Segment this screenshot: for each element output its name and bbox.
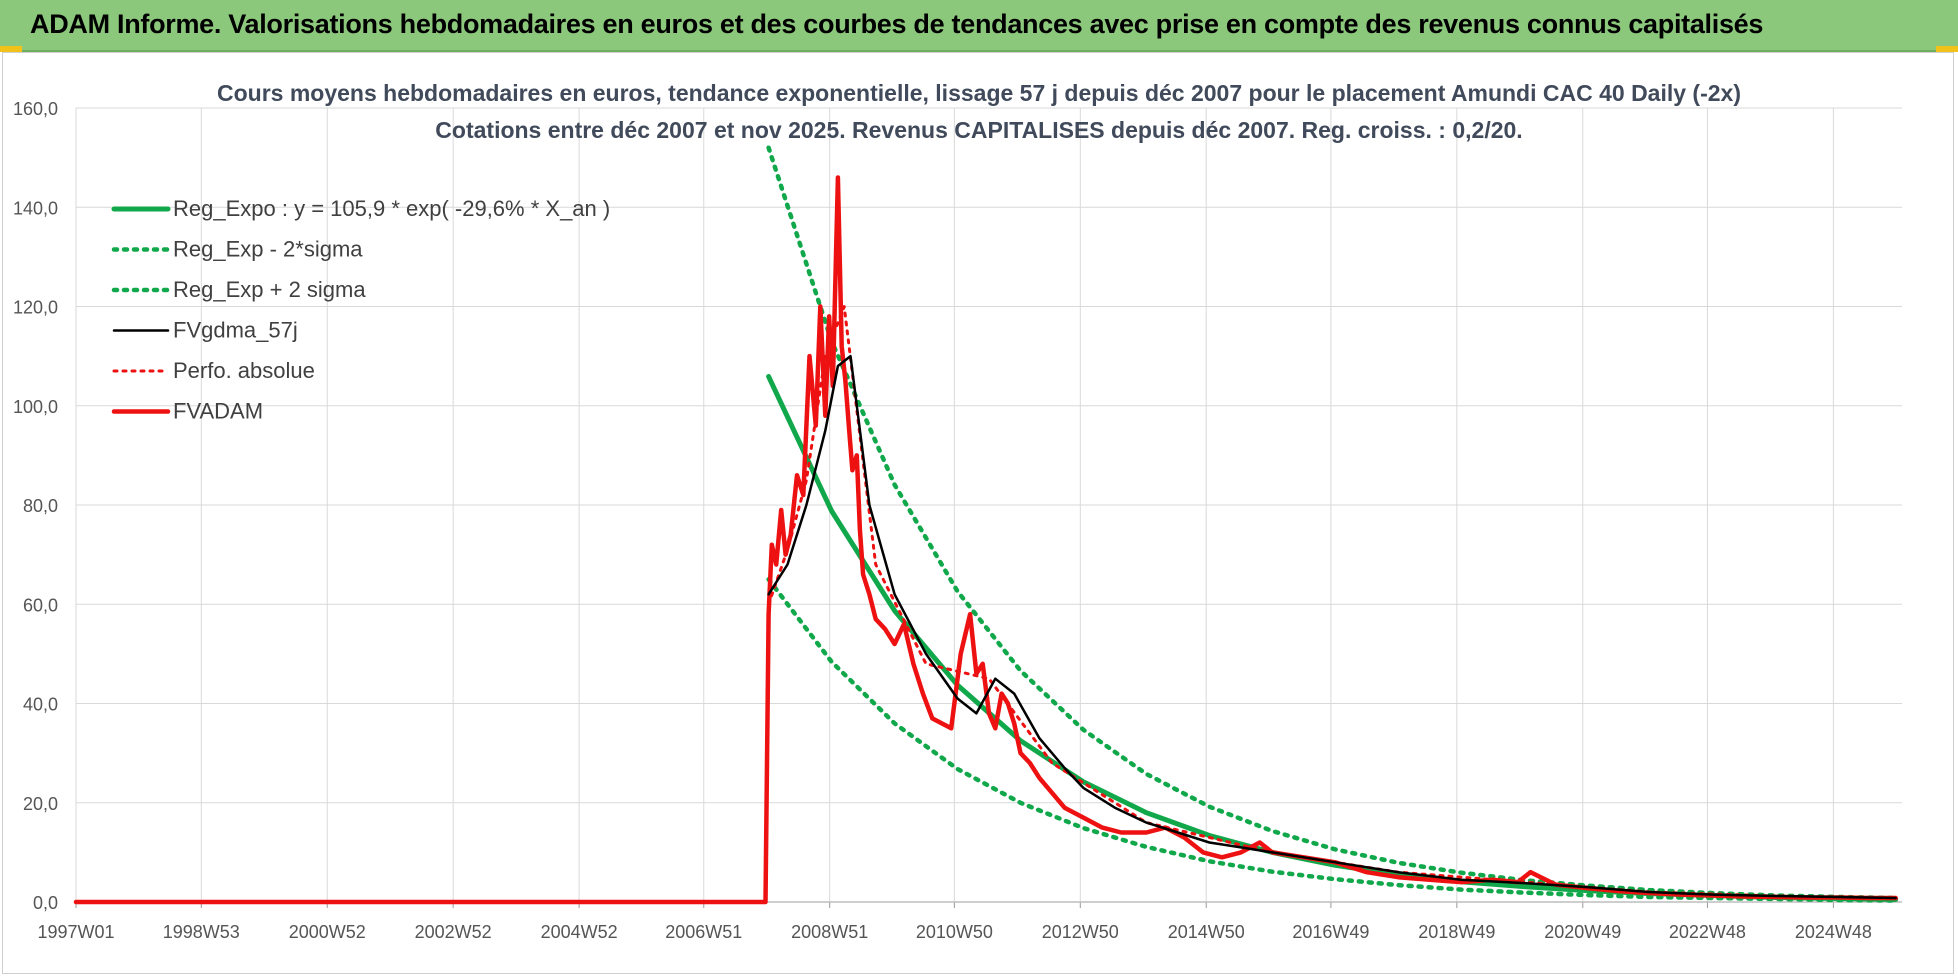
x-tick-label: 2018W49 — [1418, 922, 1495, 942]
series-lines — [73, 145, 1899, 905]
legend-label: Reg_Exp + 2 sigma — [173, 277, 366, 302]
y-tick-label: 0,0 — [33, 893, 58, 913]
legend-label: Reg_Expo : y = 105,9 * exp( -29,6% * X_a… — [173, 196, 610, 221]
x-tick-label: 2016W49 — [1292, 922, 1369, 942]
legend-label: Perfo. absolue — [173, 358, 315, 383]
series-line-1 — [766, 577, 1898, 903]
corner-mark-right — [1936, 46, 1958, 52]
legend: Reg_Expo : y = 105,9 * exp( -29,6% * X_a… — [111, 196, 610, 424]
y-tick-label: 100,0 — [13, 397, 58, 417]
y-tick-label: 140,0 — [13, 198, 58, 218]
series-line-4 — [767, 305, 1898, 900]
x-tick-label: 2010W50 — [916, 922, 993, 942]
y-axis-ticks: 0,0 20,0 40,0 60,0 80,0 100,0 120,0 140,0 160,0 — [13, 99, 58, 913]
x-tick-label: 2014W50 — [1168, 922, 1245, 942]
x-tick-label: 1997W01 — [37, 922, 114, 942]
series-line-0 — [766, 374, 1899, 902]
x-tick-label: 2022W48 — [1669, 922, 1746, 942]
x-axis-ticks: 1997W01 1998W53 2000W52 2002W52 2004W52 2006W… — [37, 922, 1871, 942]
chart-subtitle: Cotations entre déc 2007 et nov 2025. Re… — [435, 117, 1523, 143]
report-banner: ADAM Informe. Valorisations hebdomadaire… — [0, 0, 1958, 52]
x-tick-label: 2006W51 — [665, 922, 742, 942]
x-tick-label: 2008W51 — [791, 922, 868, 942]
y-tick-label: 160,0 — [13, 99, 58, 119]
legend-label: Reg_Exp - 2*sigma — [173, 237, 363, 262]
y-tick-label: 40,0 — [23, 695, 58, 715]
report-title: ADAM Informe. Valorisations hebdomadaire… — [30, 9, 1764, 39]
y-tick-label: 20,0 — [23, 794, 58, 814]
series-line-2 — [766, 145, 1898, 901]
grid-lines — [75, 107, 1902, 908]
chart-frame — [2, 52, 1954, 974]
y-tick-label: 60,0 — [23, 595, 58, 615]
legend-label: FVADAM — [173, 399, 263, 424]
x-tick-label: 2002W52 — [415, 922, 492, 942]
legend-label: FVgdma_57j — [173, 318, 298, 343]
x-tick-label: 2024W48 — [1795, 922, 1872, 942]
x-tick-label: 2020W49 — [1544, 922, 1621, 942]
chart-title: Cours moyens hebdomadaires en euros, ten… — [216, 80, 1741, 106]
x-tick-label: 2000W52 — [289, 922, 366, 942]
x-tick-label: 2012W50 — [1042, 922, 1119, 942]
y-tick-label: 120,0 — [13, 298, 58, 318]
y-tick-label: 80,0 — [23, 496, 58, 516]
x-tick-label: 2004W52 — [541, 922, 618, 942]
series-line-3 — [767, 354, 1897, 900]
x-tick-label: 1998W53 — [163, 922, 240, 942]
corner-mark-left — [0, 46, 22, 52]
